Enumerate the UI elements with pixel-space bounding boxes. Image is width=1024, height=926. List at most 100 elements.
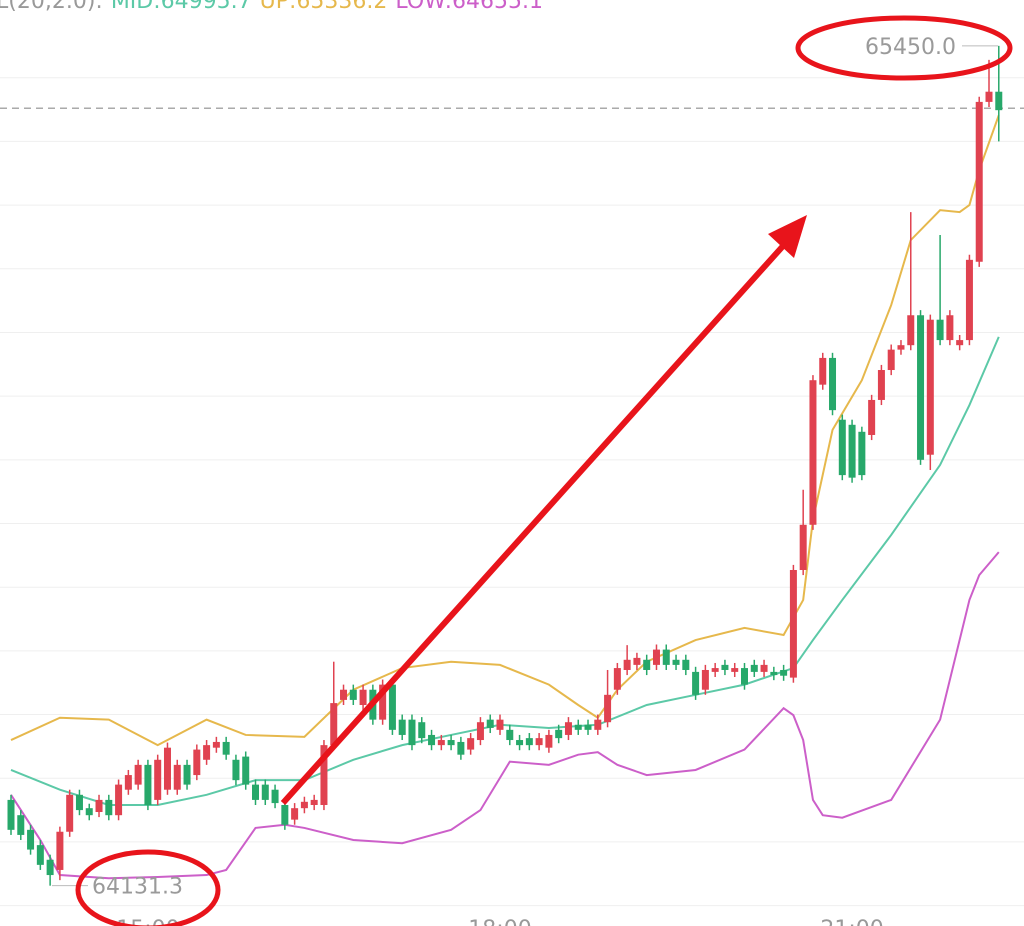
candle-body	[555, 729, 563, 739]
band-line	[10, 114, 1000, 747]
grid	[0, 77, 1024, 907]
candle-body	[56, 831, 64, 870]
candle-body	[731, 668, 739, 672]
candle-body	[134, 764, 142, 785]
candle-body	[7, 799, 15, 830]
candle-body	[701, 669, 709, 690]
candle-body	[447, 740, 455, 746]
candle-body	[457, 741, 465, 755]
candle-body	[115, 784, 123, 816]
arrow-head	[768, 215, 807, 258]
x-tick-label: 21:00	[820, 917, 883, 926]
candle-body	[711, 668, 719, 672]
candle-body	[936, 319, 944, 341]
candle-body	[564, 722, 572, 735]
candle-body	[85, 808, 93, 816]
arrow	[280, 243, 786, 806]
candle-body	[330, 703, 338, 746]
candle-body	[17, 815, 25, 835]
overlay	[75, 15, 1013, 926]
candle-body	[877, 370, 885, 400]
candle-body	[261, 784, 269, 800]
candle-body	[858, 431, 866, 476]
candle-body	[956, 340, 964, 346]
candle-body	[623, 659, 631, 670]
candle-body	[398, 719, 406, 735]
candle-body	[27, 829, 35, 850]
candle-body	[897, 345, 905, 350]
band-line	[10, 336, 1000, 806]
candle-body	[154, 759, 162, 800]
candle-body	[662, 649, 670, 665]
candle-body	[975, 101, 983, 262]
candle-body	[340, 689, 348, 700]
candle-body	[516, 740, 524, 746]
circle	[795, 15, 1013, 81]
candle-body	[917, 315, 925, 460]
legend-item: LOW:64655.1	[395, 0, 543, 14]
legend-item: UP:65336.2	[260, 0, 388, 14]
candle-body	[633, 657, 641, 665]
legend-item: L(20,2.0):	[0, 0, 103, 14]
candle-body	[36, 845, 44, 865]
candle-body	[271, 789, 279, 804]
candle-body	[173, 764, 181, 790]
legend: L(20,2.0): MID:64995.7 UP:65336.2 LOW:64655…	[0, 0, 543, 14]
labels: 15:00 18:00 21:00 65450.0 64131.3	[52, 35, 998, 926]
candle-body	[594, 719, 602, 730]
x-tick-label: 15:00	[116, 917, 179, 926]
candle-body	[868, 399, 876, 435]
candle-body	[750, 664, 758, 672]
candle-body	[584, 724, 592, 730]
candle-body	[95, 799, 103, 813]
candle-body	[613, 668, 621, 690]
candle-body	[721, 664, 729, 670]
candles	[7, 45, 1003, 886]
candle-body	[212, 741, 220, 748]
candle-body	[408, 719, 416, 746]
candle-body	[741, 668, 748, 685]
candle-body	[467, 738, 475, 750]
candle-body	[486, 719, 494, 728]
annotation: 65450.0	[865, 35, 956, 60]
candle-body	[281, 804, 289, 825]
candle-body	[232, 759, 240, 781]
candle-body	[789, 569, 797, 678]
candle-body	[965, 259, 973, 341]
candle-body	[545, 734, 553, 748]
band-line	[10, 551, 1000, 880]
candle-body	[799, 524, 807, 570]
candle-body	[242, 756, 250, 785]
candle-body	[770, 671, 778, 676]
candle-body	[46, 859, 54, 876]
candle-body	[760, 664, 768, 672]
candle-body	[652, 649, 660, 665]
candle-body	[183, 764, 191, 785]
candle-body	[300, 801, 308, 809]
candle-body	[66, 794, 74, 832]
candle-body	[809, 380, 817, 525]
candle-body	[692, 671, 700, 695]
candle-body	[672, 659, 680, 665]
candle-body	[163, 747, 171, 790]
candle-body	[829, 357, 837, 411]
annotation: 64131.3	[92, 875, 183, 900]
candle-body	[926, 319, 934, 455]
candle-body	[379, 684, 387, 720]
candle-body	[780, 669, 788, 676]
candle-body	[144, 764, 152, 805]
candle-body	[252, 784, 259, 800]
legend-item: MID:64995.7	[111, 0, 252, 14]
candle-body	[838, 419, 846, 476]
candle-body	[496, 719, 504, 730]
candle-body	[349, 689, 357, 700]
candle-body	[506, 729, 514, 741]
candle-body	[75, 794, 83, 811]
candle-body	[476, 722, 484, 741]
candle-body	[222, 741, 230, 755]
candle-body	[388, 684, 396, 730]
candle-body	[985, 91, 993, 102]
candle-body	[525, 738, 533, 746]
